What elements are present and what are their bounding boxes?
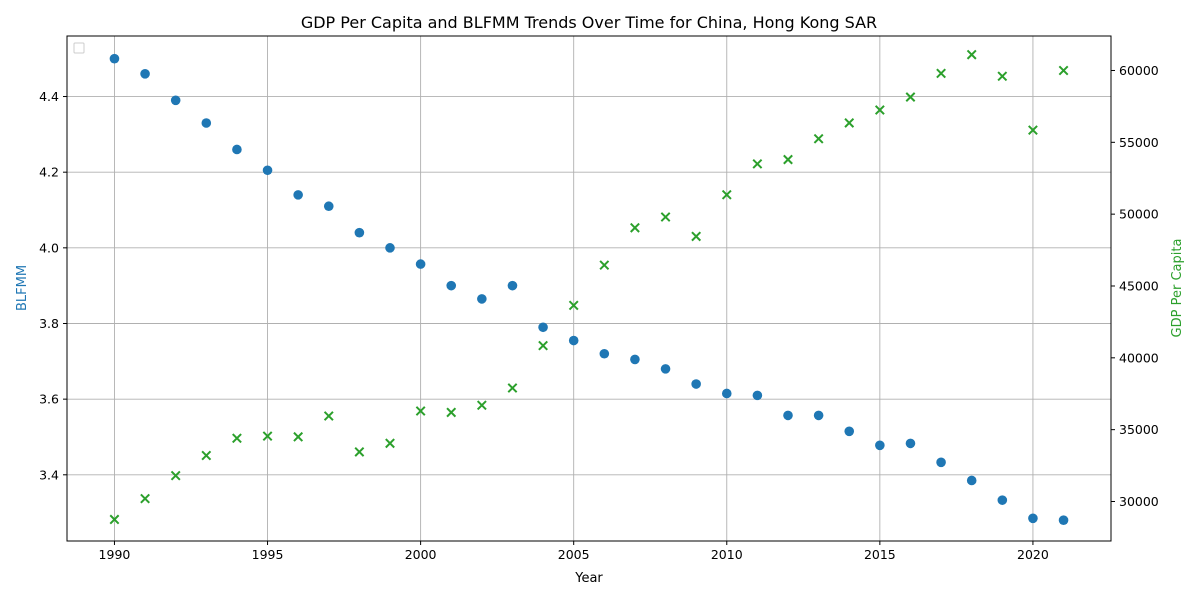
- gdp-point: [1028, 125, 1038, 136]
- blfmm-point: [109, 53, 120, 64]
- blfmm-point: [446, 280, 457, 291]
- x-tick-label: 2015: [864, 547, 896, 562]
- gdp-point: [844, 118, 855, 128]
- blfmm-point: [1058, 515, 1069, 525]
- left-y-tick-label: 4.4: [39, 89, 59, 104]
- left-y-tick-label: 4.2: [39, 165, 59, 180]
- gdp-point: [201, 450, 212, 461]
- gdp-point: [997, 71, 1008, 82]
- blfmm-point: [875, 440, 885, 451]
- right-y-tick-label: 35000: [1119, 422, 1159, 437]
- blfmm-point: [262, 165, 273, 176]
- left-y-axis-ticks: 3.4 3.6 3.8 4.0 4.2 4.4: [39, 89, 67, 482]
- blfmm-point: [477, 294, 487, 304]
- x-tick-label: 1990: [99, 547, 131, 562]
- x-tick-label: 2020: [1017, 547, 1049, 562]
- left-y-tick-label: 3.6: [39, 392, 59, 407]
- blfmm-point: [691, 379, 701, 389]
- left-y-tick-label: 3.4: [39, 467, 59, 482]
- blfmm-point: [568, 335, 579, 346]
- right-y-axis-ticks: 30000 35000 40000 45000 50000 55000 60000: [1111, 63, 1159, 509]
- gdp-point: [660, 212, 671, 222]
- blfmm-point: [752, 390, 763, 401]
- right-y-tick-label: 60000: [1119, 63, 1159, 78]
- gdp-point: [630, 222, 640, 233]
- gdp-point: [874, 105, 885, 115]
- gdp-point: [232, 433, 242, 444]
- left-y-tick-label: 3.8: [39, 316, 59, 331]
- x-tick-label: 1995: [252, 547, 284, 562]
- blfmm-point: [170, 95, 181, 106]
- gdp-point: [385, 438, 395, 449]
- right-y-tick-label: 45000: [1119, 278, 1159, 293]
- blfmm-point: [201, 118, 212, 128]
- gdp-point: [966, 49, 977, 60]
- blfmm-point: [905, 438, 916, 449]
- blfmm-point: [844, 426, 855, 437]
- left-y-tick-label: 4.0: [39, 240, 59, 255]
- gdp-point: [109, 514, 120, 525]
- gdp-point: [293, 431, 304, 442]
- blfmm-point: [813, 410, 824, 421]
- grid-lines: [67, 36, 1111, 541]
- blfmm-point: [966, 475, 977, 486]
- blfmm-point: [385, 243, 395, 253]
- blfmm-point: [1028, 513, 1038, 524]
- gdp-point: [538, 340, 548, 351]
- right-y-tick-label: 55000: [1119, 135, 1159, 150]
- blfmm-point: [783, 410, 793, 421]
- gdp-point: [415, 406, 426, 416]
- gdp-point: [446, 407, 457, 418]
- gdp-point: [936, 68, 946, 79]
- blfmm-point: [538, 322, 548, 333]
- blfmm-point: [507, 280, 518, 291]
- gdp-point: [476, 400, 487, 411]
- x-axis-label: Year: [574, 571, 603, 586]
- gdp-point: [813, 133, 824, 144]
- blfmm-point: [997, 495, 1008, 505]
- x-axis-ticks: 1990 1995 2000 2005 2010 2015 2020: [99, 541, 1049, 562]
- blfmm-point: [415, 259, 426, 269]
- blfmm-point: [630, 354, 640, 365]
- x-tick-label: 2010: [711, 547, 743, 562]
- blfmm-point: [936, 457, 946, 468]
- gdp-point: [599, 260, 610, 271]
- gdp-point: [905, 92, 916, 102]
- blfmm-point: [232, 144, 242, 155]
- blfmm-point: [721, 388, 732, 399]
- gdp-point: [354, 447, 365, 457]
- right-y-axis-label: GDP Per Capita: [1170, 239, 1185, 338]
- gdp-point: [721, 189, 732, 200]
- gdp-point: [140, 493, 150, 504]
- blfmm-point: [323, 201, 334, 212]
- gdp-point: [323, 411, 334, 421]
- x-tick-label: 2005: [558, 547, 590, 562]
- gdp-point: [783, 154, 793, 165]
- plot-area-frame: [66, 35, 1112, 542]
- blfmm-point: [293, 190, 303, 200]
- gdp-point: [170, 470, 181, 481]
- left-y-axis-label: BLFMM: [15, 265, 30, 311]
- right-y-tick-label: 30000: [1119, 494, 1159, 509]
- gdp-point: [1058, 65, 1069, 76]
- gdp-point: [262, 431, 273, 442]
- blfmm-point: [599, 348, 610, 359]
- blfmm-point: [354, 227, 365, 238]
- legend-box: [73, 42, 85, 54]
- plot-marks: [109, 49, 1069, 525]
- gdp-point: [507, 383, 518, 393]
- gdp-point: [691, 231, 702, 242]
- blfmm-point: [140, 69, 150, 79]
- blfmm-point: [660, 364, 671, 374]
- chart-title: GDP Per Capita and BLFMM Trends Over Tim…: [301, 13, 877, 32]
- x-tick-label: 2000: [405, 547, 437, 562]
- gdp-point: [752, 158, 763, 169]
- right-y-tick-label: 40000: [1119, 350, 1159, 365]
- gdp-point: [568, 300, 579, 311]
- right-y-tick-label: 50000: [1119, 207, 1159, 222]
